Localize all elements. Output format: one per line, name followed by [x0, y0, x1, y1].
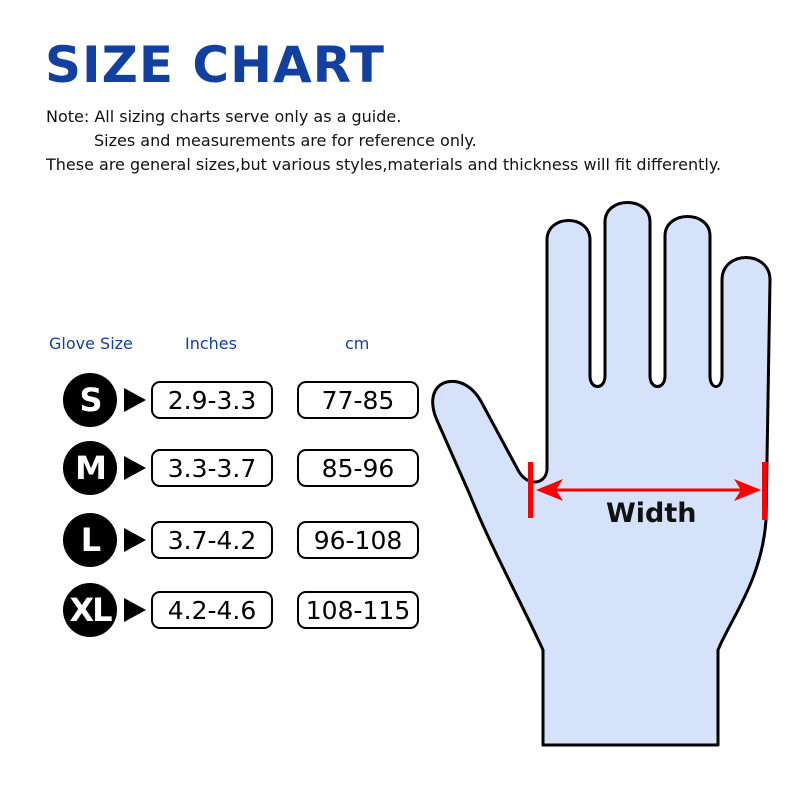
hand-outline — [431, 201, 772, 747]
size-badge: XL — [63, 583, 117, 637]
inches-value: 2.9-3.3 — [151, 381, 273, 419]
right-width-marker — [762, 462, 767, 520]
cm-value: 85-96 — [297, 449, 419, 487]
header-cm: cm — [345, 334, 370, 353]
arrow-right-icon — [124, 598, 146, 622]
arrow-right-icon — [124, 388, 146, 412]
arrow-right-icon — [124, 528, 146, 552]
size-badge: L — [63, 513, 117, 567]
cm-value: 77-85 — [297, 381, 419, 419]
inches-value: 3.3-3.7 — [151, 449, 273, 487]
width-arrow-left-head — [536, 479, 563, 501]
size-badge: M — [63, 441, 117, 495]
page-title: SIZE CHART — [45, 36, 386, 94]
cm-value: 96-108 — [297, 521, 419, 559]
header-inches: Inches — [185, 334, 237, 353]
width-arrow-right-head — [734, 479, 761, 501]
cm-value: 108-115 — [297, 591, 419, 629]
note-line-2: Sizes and measurements are for reference… — [94, 131, 477, 150]
inches-value: 4.2-4.6 — [151, 591, 273, 629]
note-line-3: These are general sizes,but various styl… — [46, 155, 722, 174]
arrow-right-icon — [124, 456, 146, 480]
width-label: Width — [606, 498, 697, 529]
size-badge: S — [63, 373, 117, 427]
inches-value: 3.7-4.2 — [151, 521, 273, 559]
note-line-1: Note: All sizing charts serve only as a … — [46, 107, 402, 126]
left-width-marker — [528, 462, 533, 518]
header-glove-size: Glove Size — [49, 334, 133, 353]
